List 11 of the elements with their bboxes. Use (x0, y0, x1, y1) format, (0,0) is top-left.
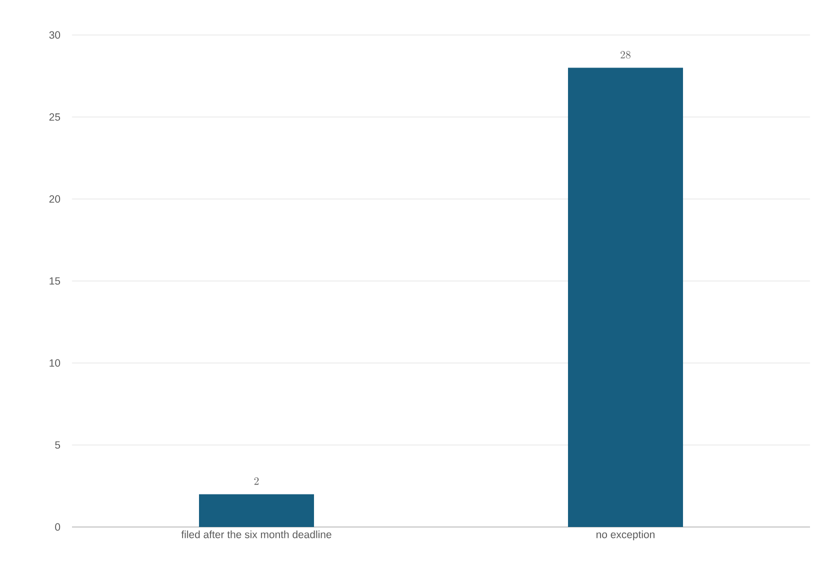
data-label: 28 (620, 51, 630, 59)
x-tick-label: filed after the six month deadline (181, 530, 332, 538)
y-tick-label: 20 (49, 195, 60, 203)
y-tick-label: 5 (55, 441, 60, 449)
x-tick-label: no exception (596, 530, 654, 540)
y-tick-label: 0 (55, 523, 60, 531)
data-label: 2 (254, 477, 259, 485)
y-tick-label: 10 (50, 359, 60, 367)
y-tick-label: 25 (49, 113, 60, 121)
y-tick-label: 30 (49, 31, 60, 39)
y-tick-label: 15 (50, 277, 60, 285)
